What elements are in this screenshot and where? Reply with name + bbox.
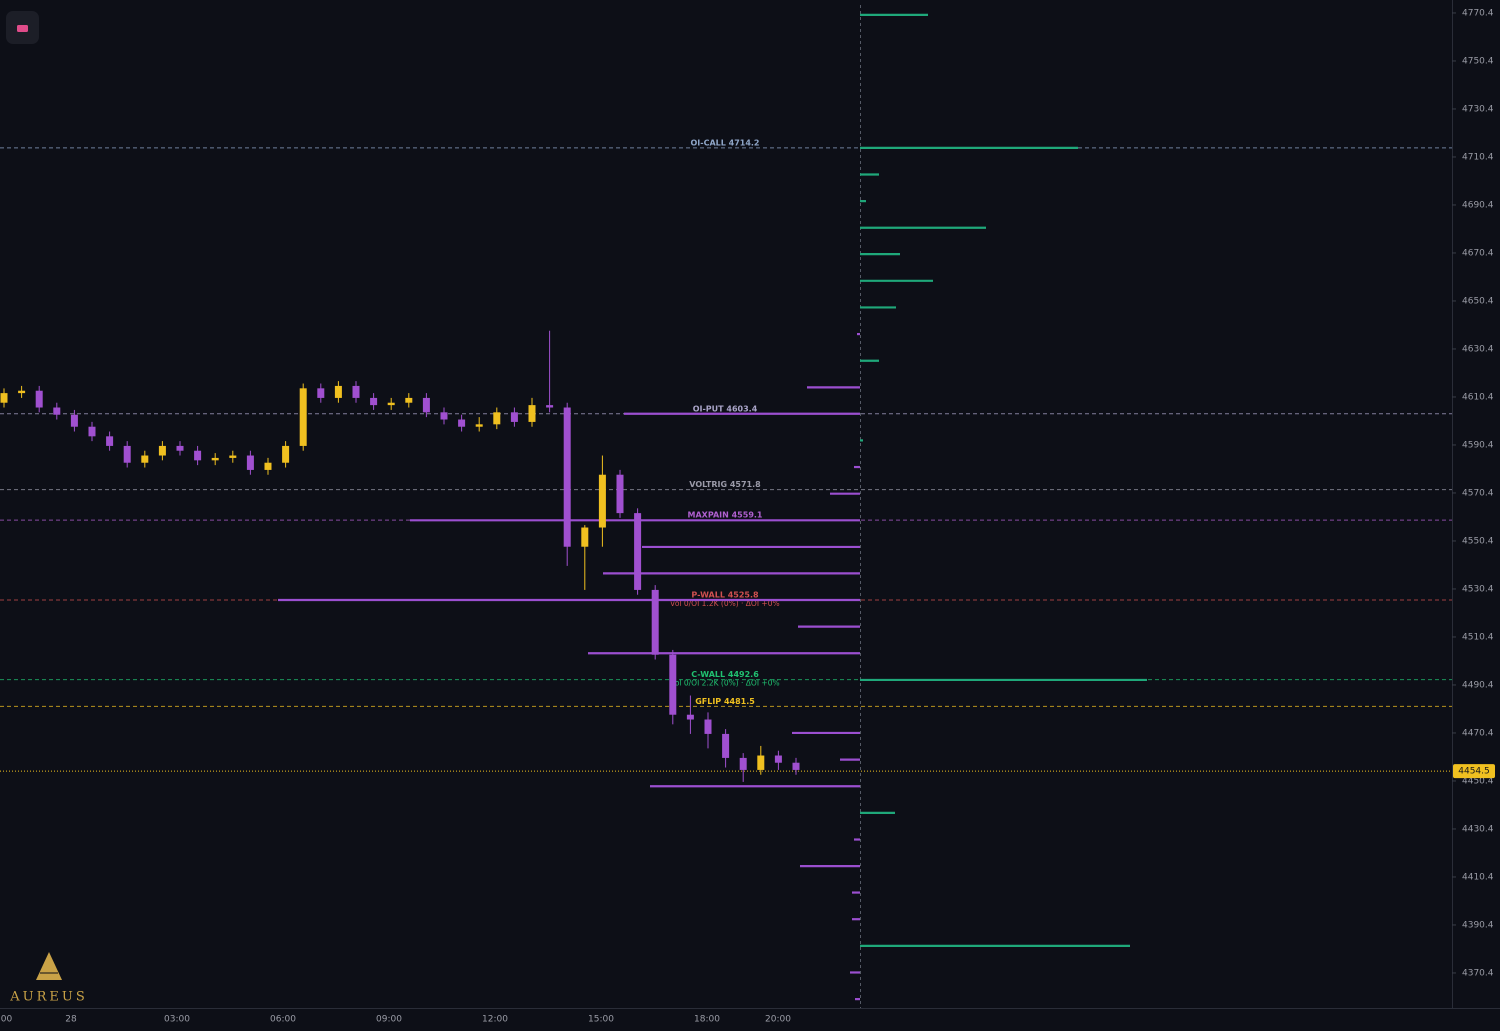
y-tick-label: 4690.4 (1462, 200, 1494, 210)
candle-body (422, 397, 430, 413)
y-tick-label: 4770.4 (1462, 8, 1494, 18)
menu-icon (17, 25, 28, 32)
level-label: OI-PUT 4603.4 (693, 404, 758, 413)
candle-body (123, 445, 131, 463)
level-label: C-WALL 4492.6 (691, 670, 759, 679)
y-tick-label: 4670.4 (1462, 248, 1494, 258)
y-tick-label: 4450.4 (1462, 776, 1494, 786)
level-label: VOLTRIG 4571.8 (689, 480, 761, 489)
x-tick-label: 03:00 (164, 1015, 190, 1025)
candle-body (70, 414, 78, 427)
brand: AUREUS (9, 990, 87, 1005)
candle-body (528, 405, 536, 422)
candle-body (88, 426, 96, 437)
x-tick-label: 06:00 (270, 1015, 296, 1025)
candle-body (634, 513, 642, 590)
y-tick-label: 4550.4 (1462, 536, 1494, 546)
candle-body (158, 445, 166, 456)
candle-body (176, 445, 184, 451)
y-tick-label: 4610.4 (1462, 392, 1494, 402)
candle-body (264, 462, 272, 470)
candle-body (581, 527, 589, 547)
y-tick-label: 4650.4 (1462, 296, 1494, 306)
y-tick-label: 4530.4 (1462, 584, 1494, 594)
candle-body (757, 755, 765, 770)
candle-body (739, 757, 747, 770)
candle-body (352, 385, 360, 398)
candle-body (334, 385, 342, 398)
candle-body (18, 390, 26, 394)
level-label: MAXPAIN 4559.1 (688, 511, 763, 520)
candle-body (194, 450, 202, 461)
y-tick-label: 4430.4 (1462, 824, 1494, 834)
candle-body (53, 407, 61, 415)
y-tick-label: 4570.4 (1462, 488, 1494, 498)
candle-body (370, 397, 378, 406)
candle-body (651, 589, 659, 655)
x-tick-label: 18:00 (694, 1015, 720, 1025)
y-tick-label: 4490.4 (1462, 680, 1494, 690)
y-tick-label: 4730.4 (1462, 104, 1494, 114)
y-tick-label: 4470.4 (1462, 728, 1494, 738)
candle-body (792, 762, 800, 770)
candle-body (405, 397, 413, 403)
y-tick-label: 4370.4 (1462, 968, 1494, 978)
candle-body (387, 402, 395, 406)
level-detail: vol 0/OI 1.2K (0%) · ΔOI +0% (670, 599, 779, 608)
current-price-tag (1453, 764, 1495, 779)
level-detail: vol 0/OI 2.2K (0%) · ΔOI +0% (670, 679, 779, 688)
candle-body (299, 388, 307, 446)
candle-body (440, 412, 448, 420)
candle-body (106, 436, 114, 446)
y-tick-label: 4410.4 (1462, 872, 1494, 882)
candle-body (722, 733, 730, 758)
candle-body (458, 419, 466, 427)
x-tick-label: 12:00 (482, 1015, 508, 1025)
y-tick-label: 4630.4 (1462, 344, 1494, 354)
candle-body (229, 455, 237, 458)
level-label: P-WALL 4525.8 (691, 591, 759, 600)
current-price-label: 4454.5 (1458, 767, 1490, 777)
x-tick-label: 20:00 (765, 1015, 791, 1025)
candle-body (669, 654, 677, 715)
y-tick-label: 4390.4 (1462, 920, 1494, 930)
candle-body (0, 393, 8, 403)
candle-body (282, 445, 290, 463)
candle-body (704, 719, 712, 734)
level-label: GFLIP 4481.5 (695, 697, 755, 706)
candle-body (616, 474, 624, 514)
candle-body (35, 390, 43, 408)
candle-body (563, 407, 571, 547)
y-tick-label: 4750.4 (1462, 56, 1494, 66)
y-tick-label: 4590.4 (1462, 440, 1494, 450)
candle-body (475, 424, 483, 427)
candle-body (598, 474, 606, 528)
x-tick-label: :00 (0, 1015, 13, 1025)
level-label: OI-CALL 4714.2 (690, 138, 759, 147)
candle-body (317, 388, 325, 398)
candle-body (493, 412, 501, 425)
x-tick-label: 15:00 (588, 1015, 614, 1025)
candle-body (774, 755, 782, 763)
x-tick-label: 09:00 (376, 1015, 402, 1025)
y-tick-label: 4510.4 (1462, 632, 1494, 642)
candle-body (211, 457, 219, 461)
candle-body (686, 714, 694, 720)
candle-body (510, 412, 518, 422)
y-tick-label: 4710.4 (1462, 152, 1494, 162)
candle-body (546, 405, 554, 408)
x-tick-label: 28 (65, 1015, 77, 1025)
candle-body (246, 455, 254, 470)
candle-body (141, 455, 149, 463)
